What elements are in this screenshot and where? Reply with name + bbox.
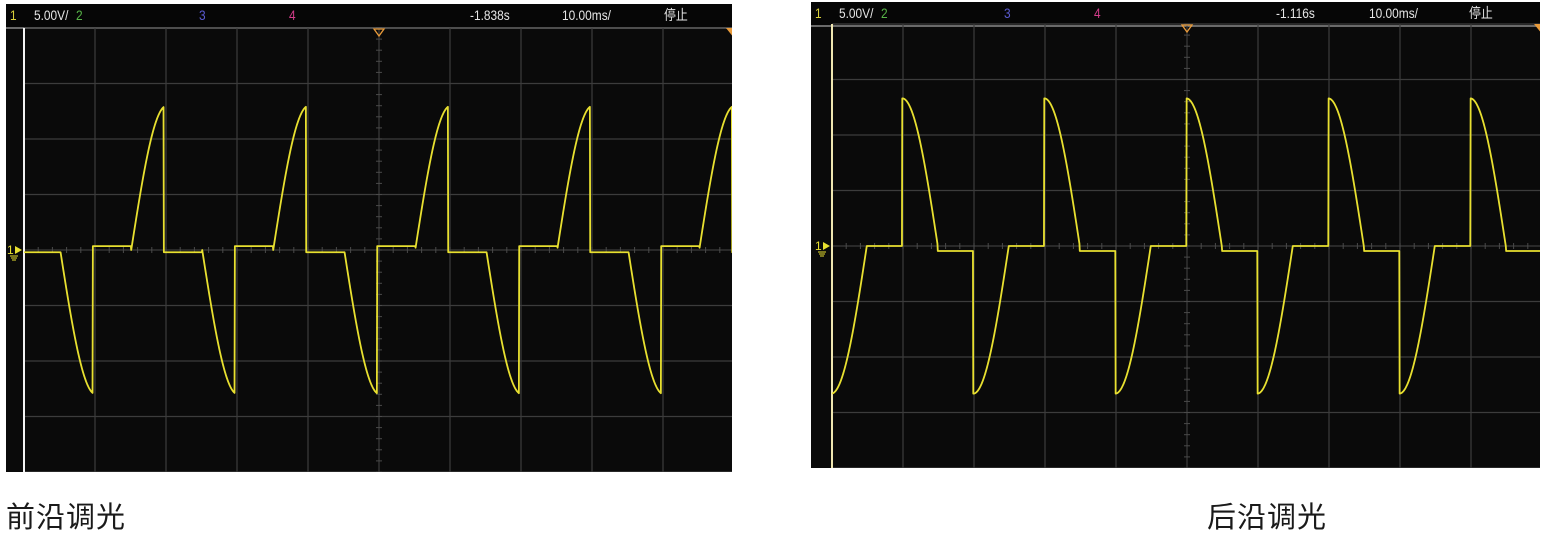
channel-4-label[interactable]: 4 — [1094, 5, 1101, 21]
time-delay: -1.116s — [1276, 5, 1315, 21]
caption-trailing-edge-dimming: 后沿调光 — [1207, 500, 1328, 534]
channel-2-label[interactable]: 2 — [76, 7, 83, 23]
trigger-position-icon — [1180, 24, 1194, 34]
waveform-display: 1 — [7, 27, 732, 472]
channel-2-label[interactable]: 2 — [881, 5, 888, 21]
time-delay: -1.838s — [470, 7, 510, 23]
ground-symbol-icon — [818, 251, 826, 257]
channel-1-ground-marker: 1 — [7, 243, 14, 257]
channel-4-label[interactable]: 4 — [289, 7, 296, 23]
timebase: 10.00ms/ — [562, 7, 611, 23]
oscilloscope-screen-trailing-edge: 1 5.00V/ 2 3 4 -1.116s 10.00ms/ 停止 1 — [811, 2, 1540, 468]
caption-leading-edge-dimming: 前沿调光 — [6, 500, 127, 534]
channel-1-ground-marker: 1 — [815, 239, 822, 253]
ground-symbol-icon — [10, 255, 18, 261]
oscilloscope-screen-leading-edge: 1 5.00V/ 2 3 4 -1.838s 10.00ms/ 停止 1 — [6, 4, 732, 472]
trigger-level-icon — [726, 28, 732, 36]
channel-3-label[interactable]: 3 — [199, 7, 206, 23]
channel-3-label[interactable]: 3 — [1004, 5, 1011, 21]
timebase: 10.00ms/ — [1369, 5, 1418, 21]
trigger-level-icon — [1534, 24, 1540, 32]
vertical-scale: 5.00V/ — [839, 5, 874, 21]
scope-status-bar: 1 5.00V/ 2 3 4 -1.116s 10.00ms/ 停止 — [811, 2, 1540, 27]
channel-1-trace — [23, 105, 732, 395]
channel-1-label[interactable]: 1 — [10, 7, 17, 23]
ground-arrow-icon — [15, 246, 22, 254]
vertical-scale: 5.00V/ — [34, 7, 69, 23]
run-status: 停止 — [1469, 5, 1493, 21]
run-status: 停止 — [664, 7, 688, 23]
channel-1-label[interactable]: 1 — [815, 5, 822, 21]
waveform-display: 1 — [815, 23, 1540, 468]
channel-1-trace — [831, 97, 1540, 395]
trigger-position-icon — [372, 28, 386, 38]
ground-arrow-icon — [823, 242, 830, 250]
